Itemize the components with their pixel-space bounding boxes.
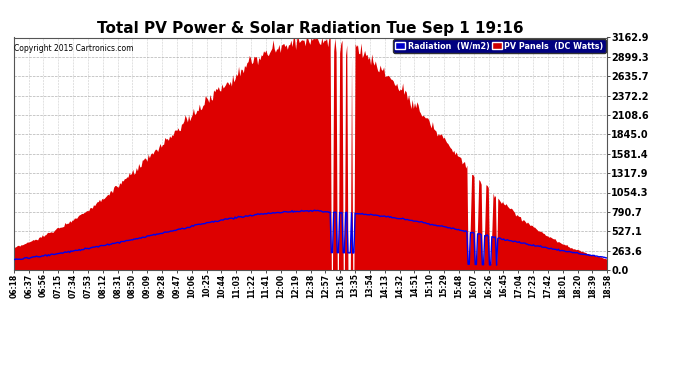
Legend: Radiation  (W/m2), PV Panels  (DC Watts): Radiation (W/m2), PV Panels (DC Watts) (393, 39, 606, 53)
Title: Total PV Power & Solar Radiation Tue Sep 1 19:16: Total PV Power & Solar Radiation Tue Sep… (97, 21, 524, 36)
Text: Copyright 2015 Cartronics.com: Copyright 2015 Cartronics.com (14, 45, 134, 54)
